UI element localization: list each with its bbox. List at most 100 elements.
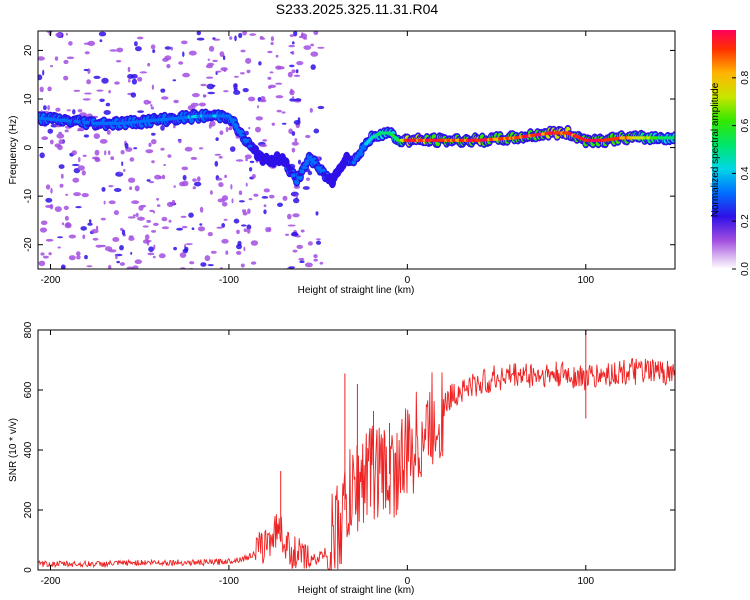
- noise-speckle: [40, 220, 48, 226]
- noise-speckle: [250, 261, 257, 265]
- noise-speckle: [281, 111, 286, 114]
- noise-speckle: [58, 164, 65, 170]
- noise-speckle: [161, 96, 169, 100]
- noise-speckle: [214, 153, 222, 156]
- noise-speckle: [99, 139, 108, 144]
- noise-speckle: [39, 86, 44, 93]
- noise-speckle: [190, 102, 199, 107]
- noise-speckle: [87, 68, 91, 74]
- noise-speckle: [225, 126, 229, 133]
- noise-speckle: [238, 190, 243, 196]
- noise-speckle: [180, 215, 187, 218]
- noise-speckle: [219, 51, 225, 57]
- noise-speckle: [112, 237, 120, 242]
- spectrogram-ylabel: Frequency (Hz): [8, 116, 19, 185]
- noise-speckle: [259, 37, 266, 40]
- noise-speckle: [221, 195, 229, 201]
- noise-speckle: [198, 102, 206, 107]
- noise-speckle: [124, 142, 129, 149]
- noise-speckle: [238, 32, 243, 39]
- noise-speckle: [166, 201, 174, 208]
- noise-speckle: [71, 150, 77, 156]
- noise-speckle: [182, 51, 185, 57]
- noise-speckle: [47, 105, 50, 111]
- noise-speckle: [129, 157, 135, 162]
- noise-speckle: [153, 210, 156, 214]
- noise-speckle: [105, 246, 113, 252]
- ridge-core: [672, 136, 675, 140]
- noise-speckle: [105, 102, 111, 107]
- noise-speckle: [39, 152, 45, 159]
- noise-speckle: [131, 74, 138, 79]
- noise-speckle: [128, 236, 135, 241]
- spectrogram-xtick-label: 0: [405, 275, 411, 286]
- noise-speckle: [246, 228, 251, 234]
- spectrogram-xtick-label: -100: [219, 275, 239, 286]
- noise-speckle: [291, 141, 299, 146]
- ridge-core: [230, 119, 235, 124]
- noise-speckle: [233, 218, 240, 224]
- noise-speckle: [137, 76, 143, 82]
- noise-speckle: [65, 32, 68, 36]
- noise-speckle: [303, 37, 308, 40]
- noise-speckle: [250, 240, 259, 246]
- noise-speckle: [42, 69, 45, 76]
- spectrogram-ytick-label: -20: [23, 237, 34, 252]
- noise-speckle: [307, 241, 313, 246]
- spectrogram-ytick-label: 20: [23, 44, 34, 56]
- noise-speckle: [100, 217, 106, 221]
- noise-speckle: [91, 229, 99, 234]
- ridge-core: [228, 117, 233, 121]
- ridge-core: [287, 167, 292, 171]
- noise-speckle: [223, 90, 229, 93]
- noise-speckle: [230, 184, 233, 190]
- noise-speckle: [166, 64, 171, 69]
- noise-speckle: [59, 183, 64, 188]
- noise-speckle: [50, 65, 53, 68]
- colorbar-ticks: 0.0 0.2 0.4 0.6 0.8: [732, 70, 750, 276]
- ridge-core: [301, 166, 307, 170]
- noise-speckle: [287, 213, 292, 220]
- ridge-core: [337, 165, 342, 169]
- noise-speckle: [244, 154, 252, 159]
- noise-speckle: [316, 238, 321, 241]
- noise-speckle: [164, 46, 172, 50]
- noise-speckle: [99, 39, 103, 43]
- noise-speckle: [313, 31, 319, 36]
- noise-speckle: [86, 265, 93, 268]
- noise-speckle: [134, 41, 138, 47]
- noise-speckle: [292, 213, 300, 218]
- ridge-core: [283, 161, 289, 165]
- noise-speckle: [58, 139, 64, 145]
- noise-speckle: [233, 83, 238, 88]
- ridge-core: [282, 158, 287, 162]
- noise-speckle: [146, 219, 152, 223]
- colorbar-tick-label: 0.2: [740, 214, 750, 228]
- noise-speckle: [42, 255, 49, 259]
- noise-speckle: [297, 117, 301, 123]
- snr-marks: [38, 330, 675, 570]
- noise-speckle: [216, 177, 223, 181]
- noise-speckle: [208, 123, 212, 129]
- noise-speckle: [309, 108, 313, 113]
- noise-speckle: [151, 230, 157, 233]
- noise-speckle: [287, 224, 296, 227]
- spectrogram-ytick-label: 10: [23, 93, 34, 105]
- noise-speckle: [40, 252, 45, 256]
- noise-speckle: [245, 158, 248, 162]
- noise-speckle: [158, 253, 166, 259]
- colorbar-label: Normalized spectral amplitude: [710, 82, 721, 217]
- noise-speckle: [132, 265, 139, 269]
- noise-speckle: [161, 174, 166, 180]
- noise-speckle: [289, 98, 296, 102]
- noise-speckle: [156, 204, 161, 207]
- noise-speckle: [108, 185, 114, 188]
- noise-speckle: [84, 92, 92, 95]
- noise-speckle: [205, 64, 213, 69]
- noise-speckle: [54, 56, 59, 61]
- noise-speckle: [197, 176, 201, 182]
- noise-speckle: [224, 174, 228, 178]
- noise-speckle: [240, 263, 245, 268]
- noise-speckle: [45, 204, 53, 208]
